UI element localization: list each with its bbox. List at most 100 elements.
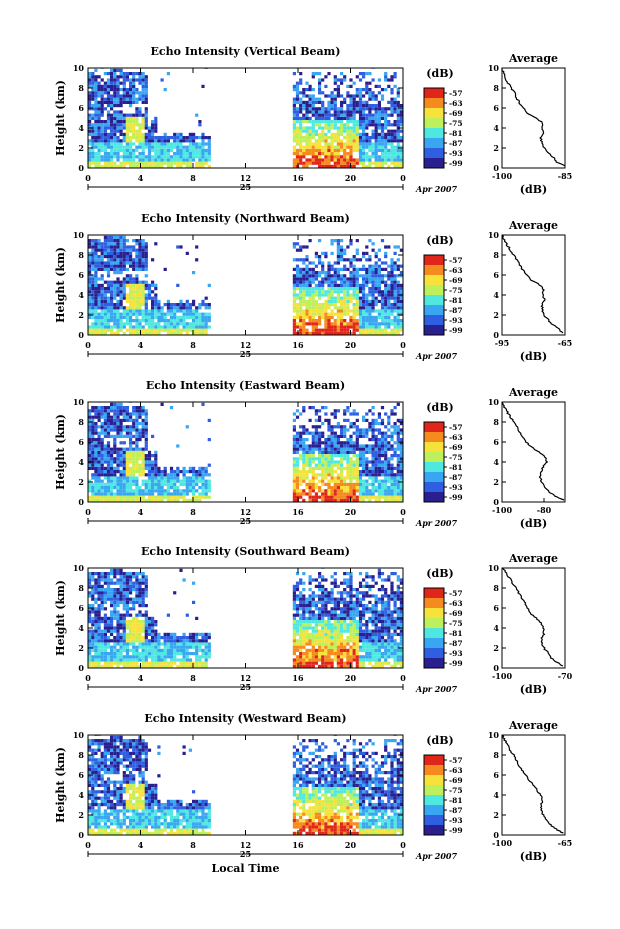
heatmap-cell	[151, 331, 155, 335]
heatmap-cell	[141, 328, 145, 332]
heatmap-cell	[100, 639, 104, 643]
heatmap-cell	[374, 152, 378, 156]
colorbar-swatch	[424, 166, 444, 169]
average-y-tick-label: 4	[493, 290, 499, 300]
heatmap-cell	[182, 152, 186, 156]
heatmap-cell	[103, 444, 107, 448]
heatmap-cell	[380, 239, 385, 243]
heatmap-cell	[330, 450, 334, 454]
colorbar-tick-label: -99	[449, 159, 463, 168]
heatmap-cell	[327, 110, 331, 114]
heatmap-cell	[295, 306, 300, 310]
heatmap-cell	[169, 161, 174, 165]
heatmap-cell	[336, 444, 340, 448]
heatmap-cell	[100, 575, 104, 579]
x-tick-label: 8	[190, 507, 196, 517]
heatmap-cell	[110, 495, 114, 499]
heatmap-cell	[97, 664, 101, 668]
heatmap-cell	[393, 287, 397, 291]
heatmap-cell	[179, 136, 183, 140]
heatmap-cell	[147, 139, 152, 143]
heatmap-cell	[100, 588, 104, 592]
heatmap-cell	[365, 91, 369, 95]
heatmap-cell	[125, 322, 129, 326]
heatmap-cell	[141, 299, 145, 303]
heatmap-cell	[377, 463, 381, 467]
heatmap-cell	[346, 258, 350, 262]
heatmap-cell	[94, 486, 98, 490]
x-tick-label: 12	[240, 340, 251, 350]
colorbar-swatch	[424, 279, 444, 282]
heatmap-cell	[371, 152, 375, 156]
heatmap-cell	[321, 476, 325, 480]
heatmap-cell	[204, 482, 208, 486]
average-title: Average	[508, 386, 558, 399]
heatmap-cell	[396, 441, 400, 445]
y-tick-label: 4	[78, 290, 84, 300]
heatmap-cell	[377, 100, 381, 104]
heatmap-cell	[100, 78, 104, 82]
heatmap-cell	[343, 482, 347, 486]
heatmap-cell	[318, 486, 322, 490]
heatmap-cell	[138, 107, 142, 111]
heatmap-cell	[119, 251, 123, 255]
heatmap-cell	[343, 447, 347, 451]
heatmap-cell	[103, 255, 107, 259]
heatmap-cell	[330, 470, 334, 474]
heatmap-cell	[185, 486, 189, 490]
heatmap-cell	[324, 126, 328, 130]
heatmap-cell	[110, 406, 114, 410]
heatmap-cell	[349, 492, 353, 496]
heatmap-cell	[349, 441, 353, 445]
heatmap-cell	[119, 264, 123, 268]
heatmap-cell	[368, 425, 372, 429]
heatmap-cell	[374, 287, 378, 291]
colorbar-tick-label: -93	[449, 316, 463, 325]
heatmap-cell	[295, 81, 300, 85]
heatmap-cell	[399, 325, 403, 329]
heatmap-cell	[154, 489, 158, 493]
heatmap-cell	[327, 296, 331, 300]
heatmap-cell	[100, 572, 104, 576]
heatmap-cell	[160, 498, 164, 502]
heatmap-cell	[368, 258, 372, 262]
heatmap-cell	[135, 88, 139, 92]
heatmap-cell	[204, 322, 208, 326]
heatmap-cell	[106, 406, 111, 410]
heatmap-cell	[125, 428, 129, 432]
heatmap-cell	[88, 296, 92, 300]
heatmap-cell	[292, 280, 296, 284]
heatmap-cell	[116, 120, 120, 124]
heatmap-cell	[110, 120, 114, 124]
heatmap-cell	[327, 158, 331, 162]
heatmap-cell	[188, 328, 192, 332]
heatmap-cell	[380, 142, 385, 146]
heatmap-cell	[321, 434, 325, 438]
colorbar-swatch	[424, 287, 444, 290]
heatmap-cell	[384, 290, 388, 294]
heatmap-cell	[390, 425, 394, 429]
heatmap-cell	[113, 280, 117, 284]
heatmap-cell	[201, 315, 205, 319]
heatmap-cell	[295, 248, 300, 252]
heatmap-cell	[129, 120, 133, 124]
heatmap-cell	[371, 271, 375, 275]
heatmap-cell	[173, 152, 177, 156]
heatmap-cell	[324, 470, 328, 474]
heatmap-cell	[380, 132, 385, 136]
heatmap-cell	[113, 434, 117, 438]
heatmap-cell	[106, 97, 111, 101]
heatmap-cell	[346, 309, 350, 313]
heatmap-cell	[113, 441, 117, 445]
heatmap-cell	[368, 312, 372, 316]
heatmap-cell	[163, 148, 167, 152]
heatmap-cell	[314, 425, 318, 429]
heatmap-cell	[358, 290, 363, 294]
heatmap-cell	[132, 239, 136, 243]
heatmap-cell	[362, 132, 366, 136]
heatmap-cell	[188, 466, 192, 470]
heatmap-cell	[169, 319, 174, 323]
heatmap-cell	[147, 155, 152, 159]
heatmap-cell	[91, 422, 95, 426]
heatmap-cell	[340, 479, 344, 483]
